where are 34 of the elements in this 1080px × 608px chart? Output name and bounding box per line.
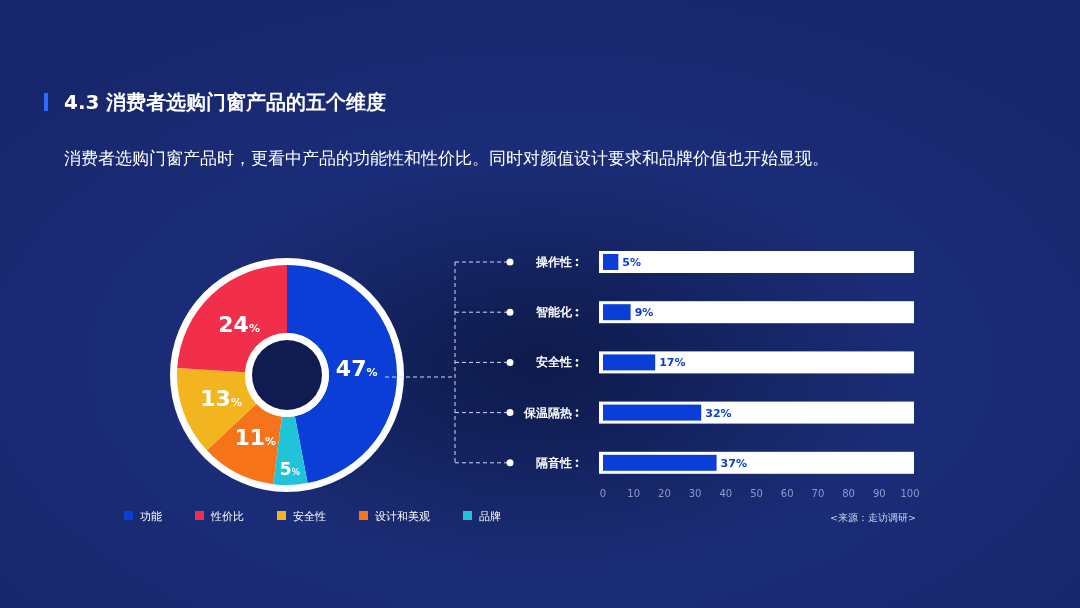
x-tick-label: 50 bbox=[750, 488, 763, 499]
y-tick-label: 保温隔热 bbox=[523, 405, 572, 420]
legend-label: 性价比 bbox=[210, 510, 244, 523]
data-label: 47% bbox=[335, 356, 378, 382]
x-tick-label: 0 bbox=[599, 488, 607, 499]
chart-subtitle: 消费者选购门窗产品时，更看中产品的功能性和性价比。同时对颜值设计要求和品牌价值也开始显现。 bbox=[64, 148, 829, 168]
y-tick-label: 安全性 bbox=[536, 355, 572, 370]
y-tick-label: 智能化 bbox=[535, 305, 573, 320]
data-label: 32% bbox=[705, 406, 732, 420]
x-tick-label: 20 bbox=[658, 488, 671, 499]
data-label: 24% bbox=[218, 311, 260, 337]
legend-label: 安全性 bbox=[293, 510, 326, 523]
data-label: 9% bbox=[634, 306, 654, 320]
x-tick-label: 80 bbox=[842, 488, 855, 499]
chart-title: 4.3 消费者选购门窗产品的五个维度 bbox=[64, 90, 387, 114]
x-tick-label: 100 bbox=[900, 488, 920, 499]
x-tick-label: 40 bbox=[719, 488, 733, 499]
legend-label: 品牌 bbox=[479, 510, 501, 523]
x-tick-label: 70 bbox=[811, 488, 825, 499]
data-label: 5% bbox=[279, 458, 301, 479]
x-tick-label: 60 bbox=[780, 488, 794, 499]
data-label: 11% bbox=[234, 425, 277, 451]
data-label: 37% bbox=[720, 456, 747, 470]
legend-label: 功能 bbox=[140, 510, 162, 523]
text: <来源：走访调研> bbox=[830, 512, 916, 523]
data-label: 13% bbox=[200, 386, 242, 412]
x-tick-label: 30 bbox=[688, 488, 702, 499]
legend-label: 设计和美观 bbox=[375, 510, 430, 523]
y-tick-label: 隔音性 bbox=[536, 455, 572, 470]
x-tick-label: 90 bbox=[872, 488, 886, 499]
data-label: 17% bbox=[659, 356, 686, 370]
y-tick-label: 操作性 bbox=[535, 255, 572, 269]
data-label: 5% bbox=[622, 256, 642, 269]
x-tick-label: 10 bbox=[627, 488, 641, 499]
